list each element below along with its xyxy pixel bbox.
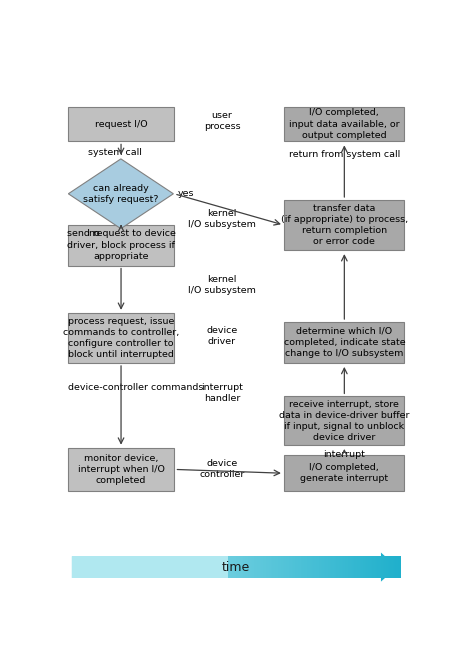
Text: monitor device,
interrupt when I/O
completed: monitor device, interrupt when I/O compl… <box>77 454 165 485</box>
FancyBboxPatch shape <box>68 448 174 492</box>
Text: request I/O: request I/O <box>95 119 148 129</box>
FancyArrow shape <box>72 556 228 578</box>
Text: kernel
I/O subsystem: kernel I/O subsystem <box>188 209 256 230</box>
Text: receive interrupt, store
data in device-driver buffer
if input, signal to unbloc: receive interrupt, store data in device-… <box>279 400 409 442</box>
FancyArrow shape <box>72 553 397 581</box>
Text: time: time <box>222 561 250 573</box>
Polygon shape <box>68 159 173 228</box>
Text: send request to device
driver, block process if
appropriate: send request to device driver, block pro… <box>66 230 176 260</box>
Text: no: no <box>88 229 100 238</box>
Text: I/O completed,
generate interrupt: I/O completed, generate interrupt <box>300 463 389 484</box>
FancyBboxPatch shape <box>284 456 404 492</box>
Text: determine which I/O
completed, indicate state
change to I/O subsystem: determine which I/O completed, indicate … <box>284 327 405 358</box>
Text: device
controller: device controller <box>199 459 245 479</box>
Text: interrupt: interrupt <box>323 450 365 459</box>
Text: yes: yes <box>177 189 194 198</box>
FancyBboxPatch shape <box>68 224 174 266</box>
Text: transfer data
(if appropriate) to process,
return completion
or error code: transfer data (if appropriate) to proces… <box>281 204 408 246</box>
Text: can already
satisfy request?: can already satisfy request? <box>83 184 159 204</box>
Text: system call: system call <box>88 149 142 157</box>
Text: process request, issue
commands to controller,
configure controller to
block unt: process request, issue commands to contr… <box>63 317 179 359</box>
FancyBboxPatch shape <box>68 107 174 141</box>
FancyBboxPatch shape <box>284 322 404 363</box>
FancyBboxPatch shape <box>284 396 404 445</box>
Text: user
process: user process <box>204 111 240 131</box>
Text: device-controller commands: device-controller commands <box>68 383 204 392</box>
FancyBboxPatch shape <box>284 200 404 250</box>
Text: kernel
I/O subsystem: kernel I/O subsystem <box>188 275 256 295</box>
Text: interrupt
handler: interrupt handler <box>201 383 243 403</box>
Text: device
driver: device driver <box>207 326 237 346</box>
FancyBboxPatch shape <box>284 107 404 141</box>
FancyBboxPatch shape <box>68 313 174 363</box>
Text: return from system call: return from system call <box>289 151 400 159</box>
Text: I/O completed,
input data available, or
output completed: I/O completed, input data available, or … <box>289 109 400 140</box>
